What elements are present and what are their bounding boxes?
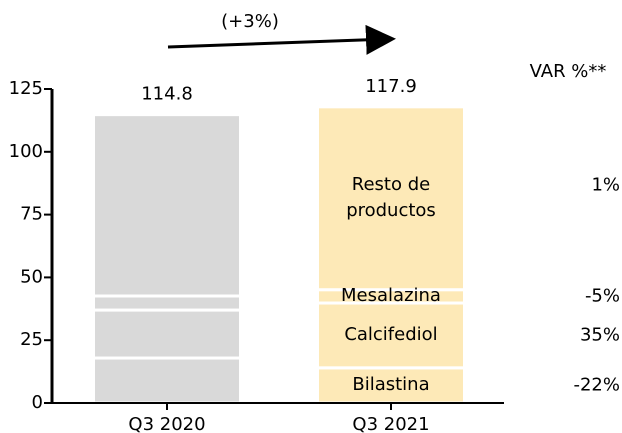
y-tick-label: 100 <box>9 141 43 162</box>
y-tick-label: 125 <box>9 78 43 99</box>
segment-label: Resto de productos <box>346 174 436 222</box>
change-label: -5% <box>585 285 620 306</box>
bar-segment <box>92 294 242 312</box>
bar-segment <box>92 113 242 298</box>
y-tick-label: 25 <box>20 329 43 350</box>
bar-segment <box>316 105 466 292</box>
x-tick-label: Q3 2020 <box>128 414 205 433</box>
segment-label: Mesalazina <box>341 285 441 307</box>
segment-label: Calcifediol <box>344 324 438 346</box>
change-label: 35% <box>580 324 620 345</box>
bar-segment <box>316 301 466 370</box>
segment-label: Bilastina <box>352 374 430 396</box>
trend-arrow <box>167 24 396 55</box>
change-header: VAR %** <box>530 61 607 82</box>
annotation: (+3%) <box>221 11 279 32</box>
y-tick-label: 50 <box>20 266 43 287</box>
x-tick-label: Q3 2021 <box>352 414 429 433</box>
y-tick-label: 75 <box>20 204 43 225</box>
bar-segment <box>92 356 242 405</box>
change-label: -22% <box>573 374 620 395</box>
total-label: 114.8 <box>141 84 193 105</box>
y-tick-label: 0 <box>32 392 43 413</box>
change-label: 1% <box>591 174 620 195</box>
total-label: 117.9 <box>365 76 417 97</box>
bar-segment <box>92 308 242 360</box>
